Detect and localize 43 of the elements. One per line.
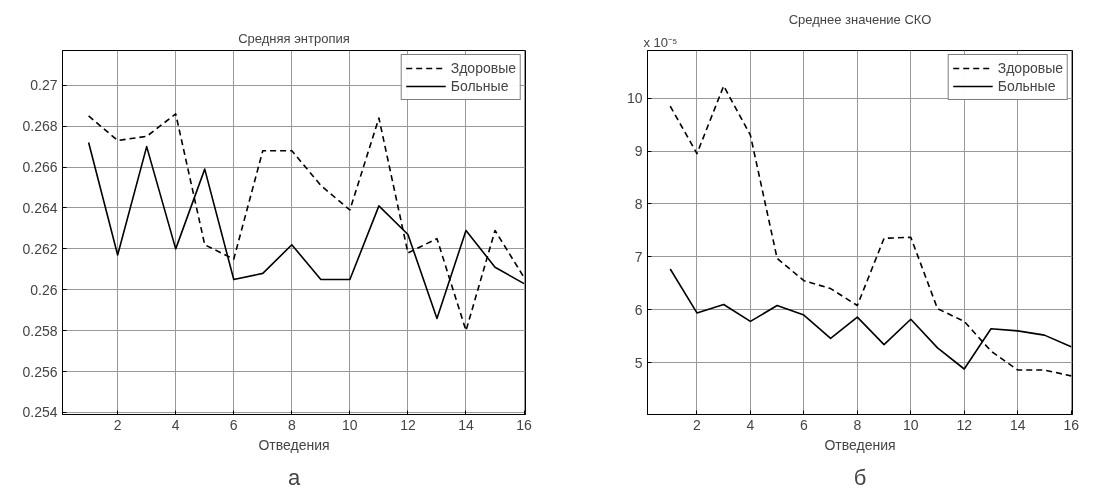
y-tick-label: 0.254 (22, 404, 58, 421)
legend-label: Больные (450, 77, 509, 95)
x-tick-label: 12 (956, 416, 973, 433)
chart-title: Средняя энтропия (238, 30, 350, 46)
y-tick-label: 0.258 (22, 322, 58, 339)
legend-label: Здоровые (450, 59, 516, 77)
y-tick-label: 0.268 (22, 118, 58, 135)
x-tick-label: 14 (458, 416, 474, 433)
y-tick-label: 0.26 (30, 281, 58, 298)
text: б (853, 464, 867, 490)
x-tick-label: 2 (693, 416, 702, 433)
line-series (87, 113, 525, 332)
y-tick-label: 0.266 (22, 159, 58, 176)
x-tick-label: 6 (799, 416, 808, 433)
y-tick-label: 9 (634, 143, 643, 160)
y-tick-label: 5 (634, 354, 643, 371)
x-tick-label: 16 (1063, 416, 1080, 433)
x-tick-label: 4 (746, 416, 755, 433)
y-tick-label: 10 (626, 90, 643, 107)
y-tick-label: 7 (634, 248, 643, 265)
chart-title: Среднее значение СКО (788, 11, 932, 27)
x-tick-label: 8 (853, 416, 862, 433)
y-tick-label: 8 (634, 195, 643, 212)
legend-label: Больные (997, 77, 1056, 95)
x-axis-title: Отведения (824, 436, 896, 453)
y-tick-label: 0.27 (30, 77, 58, 94)
x-tick-label: 6 (229, 416, 238, 433)
x-axis-title: Отведения (258, 436, 330, 453)
x-tick-label: 14 (1009, 416, 1026, 433)
y-tick-label: 0.262 (22, 240, 58, 257)
x-tick-label: 8 (287, 416, 296, 433)
y-axis-title: x 10⁻⁵ (643, 34, 678, 50)
y-tick-label: 6 (634, 301, 643, 318)
y-tick-label: 0.256 (22, 363, 58, 380)
legend-label: Здоровые (997, 59, 1063, 77)
y-tick-label: 0.264 (22, 199, 58, 216)
x-tick-label: 4 (171, 416, 180, 433)
text: а (287, 464, 301, 490)
x-tick-label: 12 (400, 416, 416, 433)
x-tick-label: 10 (903, 416, 919, 433)
x-tick-label: 2 (113, 416, 122, 433)
x-tick-label: 10 (342, 416, 358, 433)
x-tick-label: 16 (516, 416, 533, 433)
